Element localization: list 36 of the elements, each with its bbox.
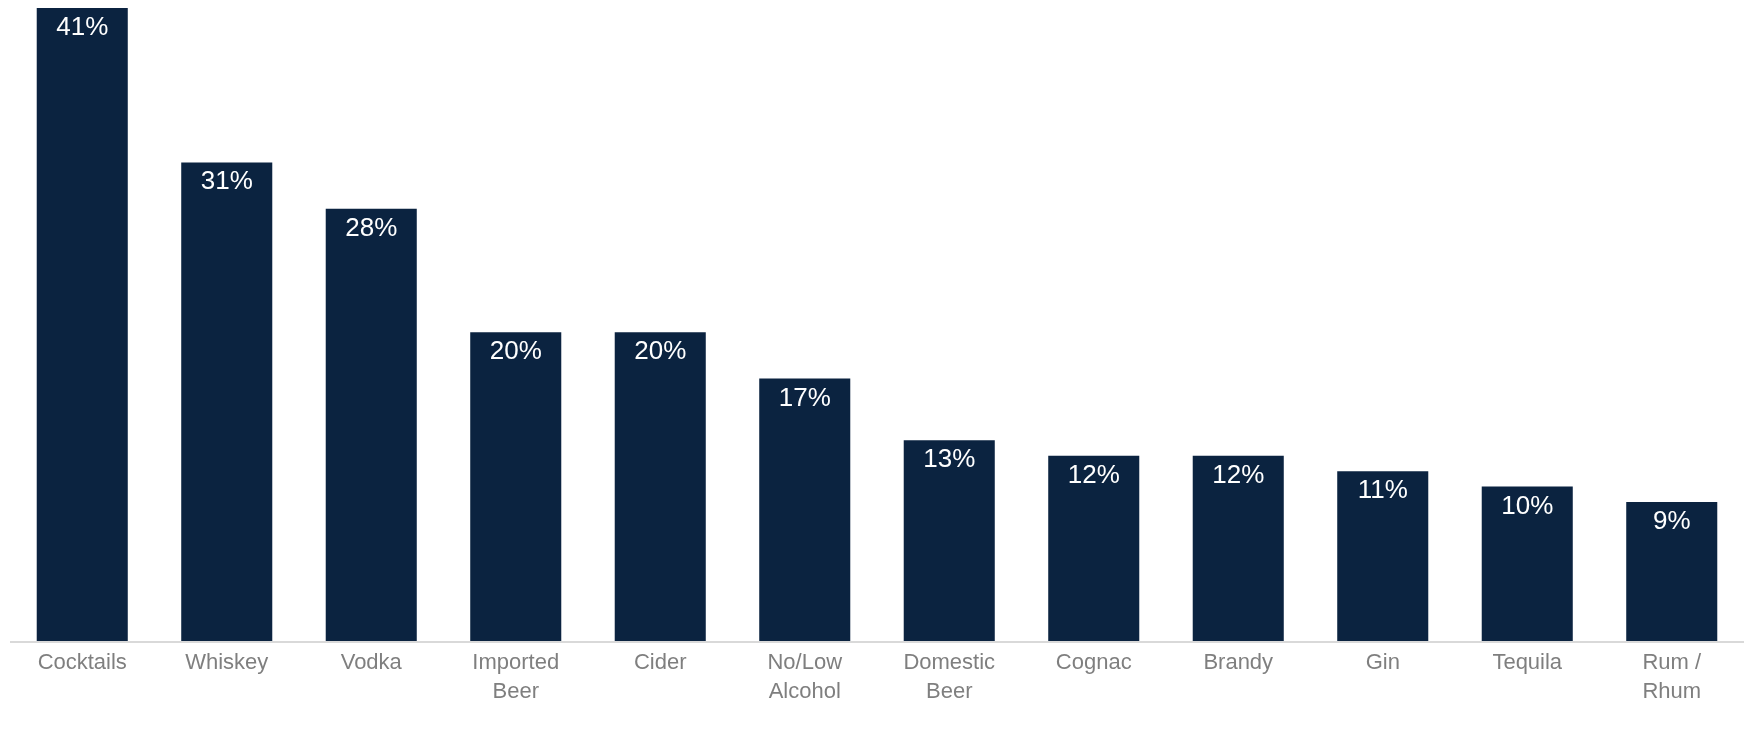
data-label: 9% [1652, 505, 1691, 536]
x-tick-label: Tequila [1492, 649, 1563, 675]
x-tick-label: No/Low Alcohol [767, 649, 843, 703]
bar [1481, 486, 1573, 641]
data-label: 12% [1067, 458, 1120, 489]
x-tick-label: Brandy [1203, 649, 1274, 675]
bar [181, 162, 273, 641]
x-tick-label: Imported Beer [472, 649, 560, 703]
bar [36, 8, 128, 641]
bar [1337, 471, 1429, 641]
x-tick-label: Whiskey [185, 649, 269, 675]
x-tick-label: Domestic Beer [903, 649, 996, 703]
x-tick-label: Cognac [1055, 649, 1132, 675]
data-label: 28% [345, 211, 398, 242]
data-label: 20% [634, 335, 687, 366]
bar [903, 440, 995, 641]
data-label: 13% [923, 443, 976, 474]
bar [1626, 502, 1718, 641]
data-label: 31% [200, 165, 253, 196]
bar [470, 332, 562, 641]
x-tick-label: Cider [633, 649, 687, 675]
x-tick-label: Vodka [340, 649, 403, 675]
bar [325, 208, 417, 641]
x-tick-label: Gin [1365, 649, 1400, 675]
data-label: 41% [56, 11, 109, 41]
data-label: 17% [778, 381, 831, 412]
data-label: 12% [1212, 458, 1265, 489]
bar [1048, 455, 1140, 641]
bar [614, 332, 706, 641]
x-tick-label: Cocktails [37, 649, 127, 675]
data-label: 20% [489, 335, 542, 366]
bar [1192, 455, 1284, 641]
bar [759, 378, 851, 641]
data-label: 10% [1501, 489, 1554, 520]
data-label: 11% [1357, 474, 1408, 505]
x-tick-label: Rum / Rhum [1642, 649, 1702, 703]
